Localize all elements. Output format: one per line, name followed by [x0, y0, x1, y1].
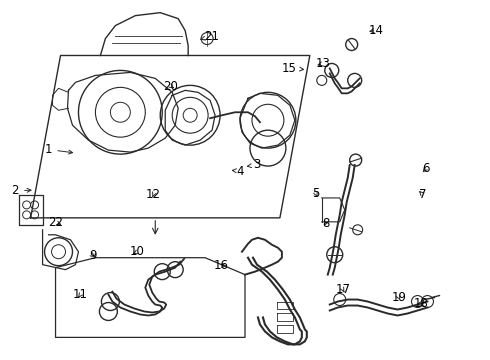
Text: 21: 21	[201, 30, 219, 43]
Text: 14: 14	[368, 24, 384, 37]
Text: 3: 3	[247, 158, 261, 171]
Text: 12: 12	[146, 188, 161, 201]
Text: 16: 16	[214, 259, 229, 272]
Text: 6: 6	[422, 162, 430, 175]
Text: 15: 15	[282, 62, 303, 75]
Text: 8: 8	[322, 216, 329, 230]
Text: 22: 22	[48, 216, 63, 229]
Text: 7: 7	[418, 188, 426, 201]
Text: 20: 20	[163, 80, 178, 93]
Text: 10: 10	[130, 245, 145, 258]
Text: 18: 18	[414, 297, 428, 310]
Text: 17: 17	[335, 283, 350, 296]
Text: 13: 13	[316, 57, 331, 70]
Text: 2: 2	[12, 184, 31, 197]
Text: 11: 11	[73, 288, 88, 301]
Text: 5: 5	[312, 187, 319, 200]
Text: 19: 19	[392, 291, 406, 304]
Text: 9: 9	[89, 249, 97, 262]
Text: 4: 4	[232, 165, 244, 177]
Text: 1: 1	[45, 143, 73, 156]
